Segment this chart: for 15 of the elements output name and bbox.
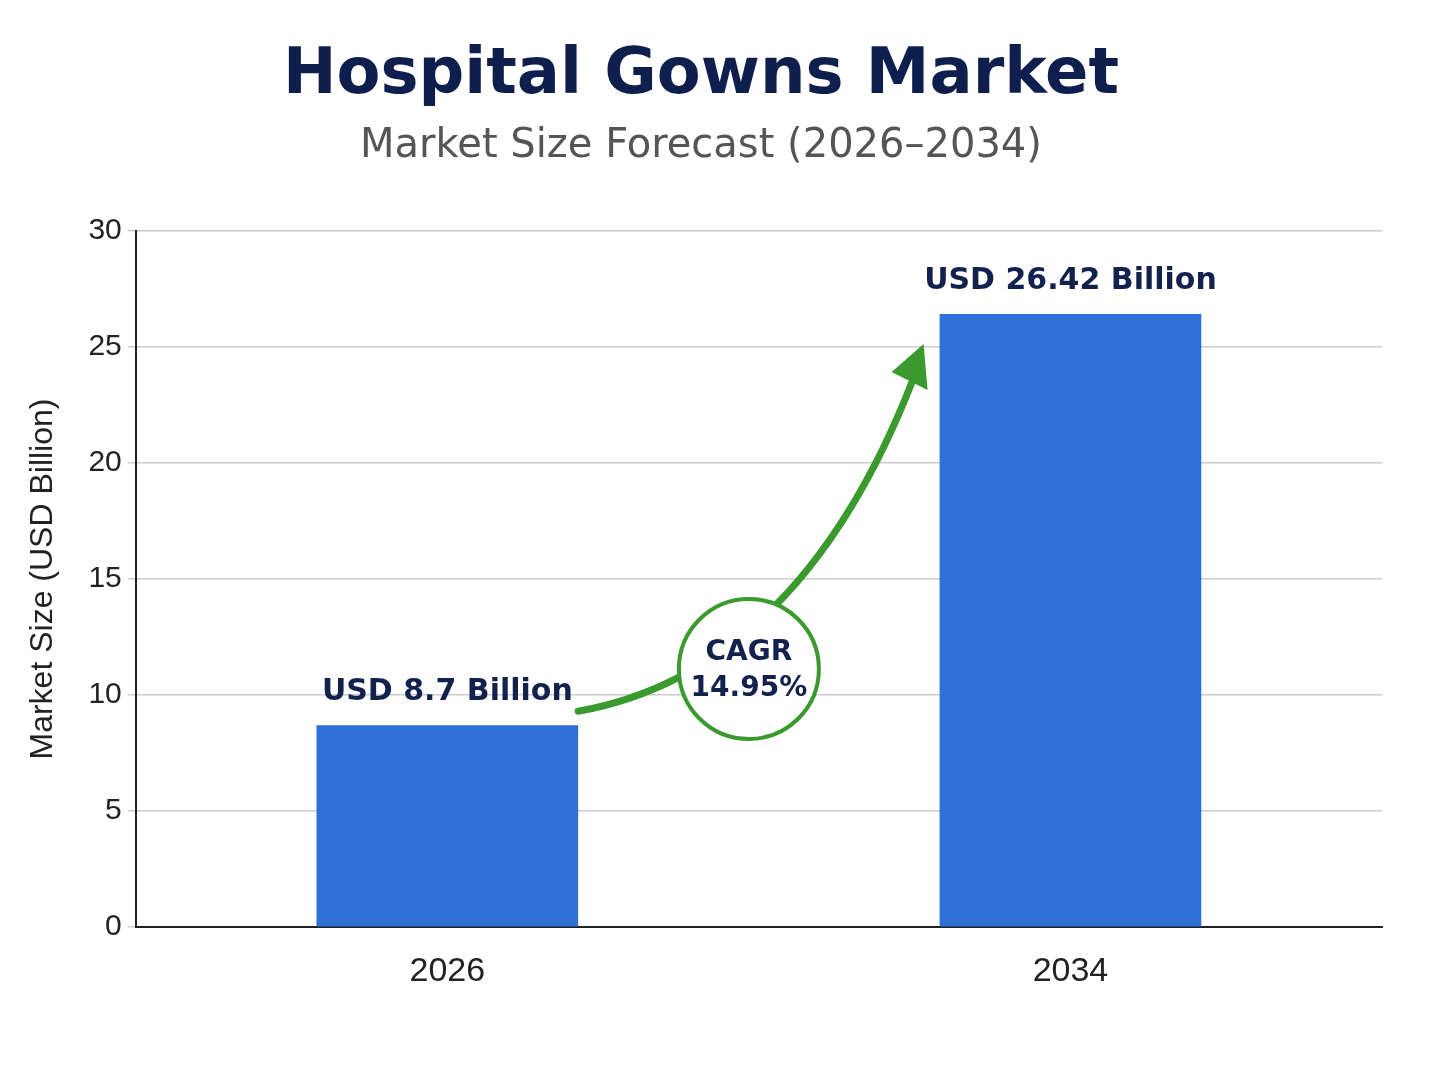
y-tick-label: 15 bbox=[88, 560, 122, 594]
x-tick-label: 2026 bbox=[409, 949, 486, 988]
data-label: USD 26.42 Billion bbox=[924, 260, 1217, 296]
y-tick-label: 0 bbox=[105, 908, 122, 942]
data-label: USD 8.7 Billion bbox=[321, 672, 573, 708]
y-tick-label: 25 bbox=[88, 328, 122, 362]
chart-title: Hospital Gowns Market bbox=[282, 34, 1120, 109]
x-tick-label: 2034 bbox=[1032, 949, 1109, 988]
annotation: CAGR 14.95% bbox=[689, 633, 809, 705]
y-tick-label: 20 bbox=[88, 444, 122, 478]
y-tick-label: 5 bbox=[105, 792, 122, 826]
y-tick-label: 10 bbox=[88, 676, 122, 710]
y-tick-label: 30 bbox=[88, 212, 122, 246]
chart-subtitle: Market Size Forecast (2026–2034) bbox=[360, 120, 1042, 167]
y-axis-title: Market Size (USD Billion) bbox=[23, 398, 60, 760]
